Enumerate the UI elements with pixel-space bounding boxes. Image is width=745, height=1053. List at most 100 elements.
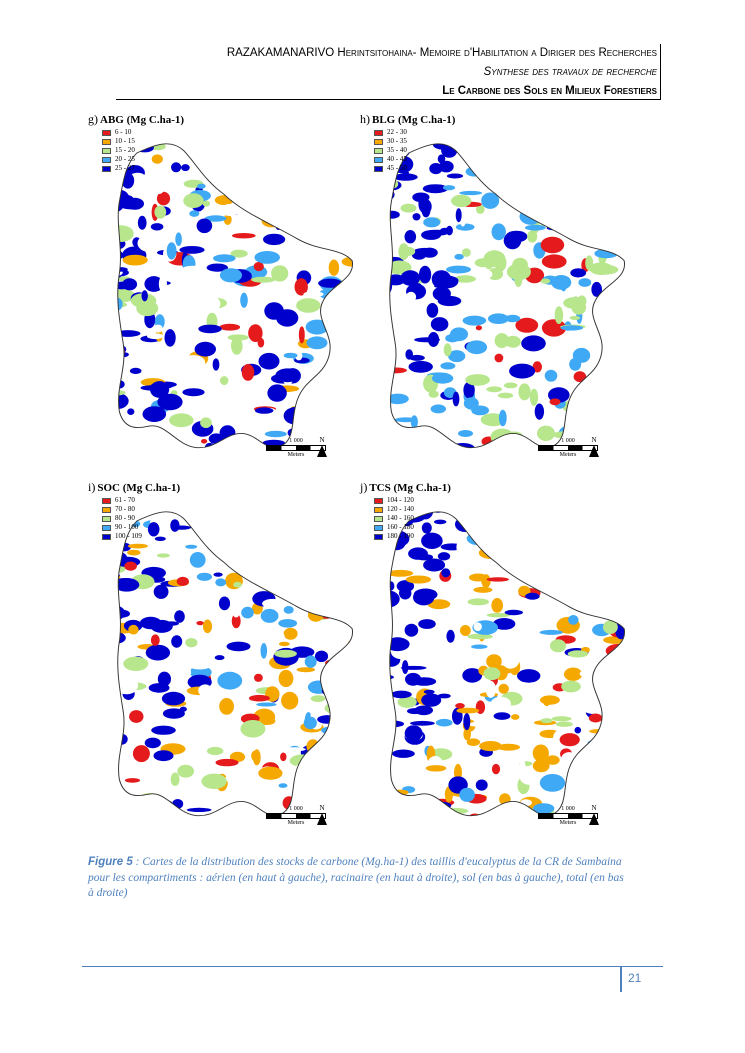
raster-patch <box>616 159 625 165</box>
raster-patch <box>269 749 278 760</box>
raster-patch <box>584 417 592 426</box>
raster-patch <box>340 492 358 506</box>
raster-patch <box>278 641 290 647</box>
raster-patch <box>389 773 398 784</box>
page-number: 21 <box>628 971 642 985</box>
raster-patch <box>515 317 539 333</box>
raster-patch <box>170 519 180 532</box>
raster-patch <box>251 276 276 283</box>
raster-patch <box>275 368 300 383</box>
raster-patch <box>158 266 172 272</box>
raster-patch <box>226 641 251 652</box>
raster-patch <box>250 827 261 843</box>
raster-patch <box>427 332 440 347</box>
raster-patch <box>288 174 309 181</box>
raster-patch <box>559 148 573 162</box>
raster-patch <box>332 421 340 435</box>
map-panel-soc: i) SOC (Mg C.ha-1) 61 - 70 70 - 80 80 - 9… <box>88 478 358 843</box>
raster-patch <box>327 787 345 794</box>
raster-patch <box>117 289 136 303</box>
raster-patch <box>133 798 154 814</box>
raster-patch <box>175 232 182 246</box>
raster-patch <box>294 278 308 296</box>
raster-patch <box>475 269 493 280</box>
raster-patch <box>487 268 504 280</box>
raster-patch <box>292 533 302 547</box>
raster-patch <box>463 727 471 741</box>
raster-patch <box>547 143 557 153</box>
raster-patch <box>463 397 479 410</box>
raster-patch <box>367 211 382 218</box>
raster-patch <box>139 793 163 803</box>
legend-item: 104 - 120 <box>374 496 414 505</box>
raster-patch <box>520 527 538 539</box>
raster-patch <box>617 345 625 352</box>
raster-patch <box>612 478 630 493</box>
raster-patch <box>101 632 109 644</box>
raster-patch <box>612 396 625 408</box>
raster-patch <box>389 590 400 608</box>
raster-patch <box>139 616 162 630</box>
raster-patch <box>214 655 225 661</box>
raster-patch <box>551 716 572 722</box>
raster-patch <box>311 457 335 473</box>
raster-patch <box>223 143 235 150</box>
raster-patch <box>426 808 434 816</box>
raster-patch <box>462 668 483 683</box>
raster-patch <box>144 737 161 749</box>
raster-patch <box>525 224 546 231</box>
raster-patch <box>400 203 417 213</box>
raster-patch <box>250 570 263 578</box>
raster-patch <box>166 349 189 364</box>
raster-patch <box>268 539 287 555</box>
map-panel-abg: g) ABG (Mg C.ha-1) 6 - 10 10 - 15 15 - 20… <box>88 110 358 475</box>
raster-patch <box>205 520 223 538</box>
raster-patch <box>564 588 574 606</box>
raster-patch <box>532 361 542 373</box>
raster-patch <box>360 619 373 627</box>
raster-patch <box>374 810 389 825</box>
raster-patch <box>434 275 459 286</box>
caption-text: : Cartes de la distribution des stocks d… <box>88 856 624 899</box>
raster-patch <box>554 306 564 324</box>
raster-patch <box>396 816 402 829</box>
raster-patch <box>610 766 625 780</box>
raster-patch <box>469 773 476 790</box>
raster-patch <box>428 390 439 398</box>
raster-patch <box>588 221 600 233</box>
raster-patch <box>534 189 555 202</box>
raster-patch <box>257 511 272 518</box>
raster-patch <box>473 622 482 631</box>
raster-patch <box>328 202 346 212</box>
raster-patch <box>518 383 531 401</box>
raster-patch <box>365 709 379 723</box>
raster-patch <box>504 169 518 188</box>
raster-patch <box>360 413 376 422</box>
raster-patch <box>456 540 465 555</box>
raster-patch <box>254 673 263 682</box>
raster-patch <box>94 432 108 446</box>
raster-patch <box>360 233 377 249</box>
raster-patch <box>220 376 229 386</box>
raster-patch <box>322 828 334 839</box>
raster-patch <box>92 645 98 660</box>
raster-patch <box>231 613 241 629</box>
figure-caption: Figure 5 : Cartes de la distribution des… <box>88 855 628 902</box>
raster-patch <box>593 408 603 423</box>
raster-patch <box>218 596 231 611</box>
raster-patch <box>99 786 114 799</box>
raster-patch <box>100 661 110 669</box>
raster-patch <box>345 203 353 209</box>
map-tcs <box>360 478 630 829</box>
raster-patch <box>309 158 333 167</box>
raster-patch <box>539 629 563 635</box>
raster-patch <box>189 210 200 217</box>
raster-patch <box>561 143 579 147</box>
legend-item: 10 - 15 <box>102 137 135 146</box>
raster-patch <box>187 661 212 670</box>
raster-patch <box>404 725 423 742</box>
legend-item: 70 - 80 <box>102 505 142 514</box>
raster-patch <box>88 227 101 243</box>
raster-patch <box>405 291 417 302</box>
raster-patch <box>540 236 565 254</box>
